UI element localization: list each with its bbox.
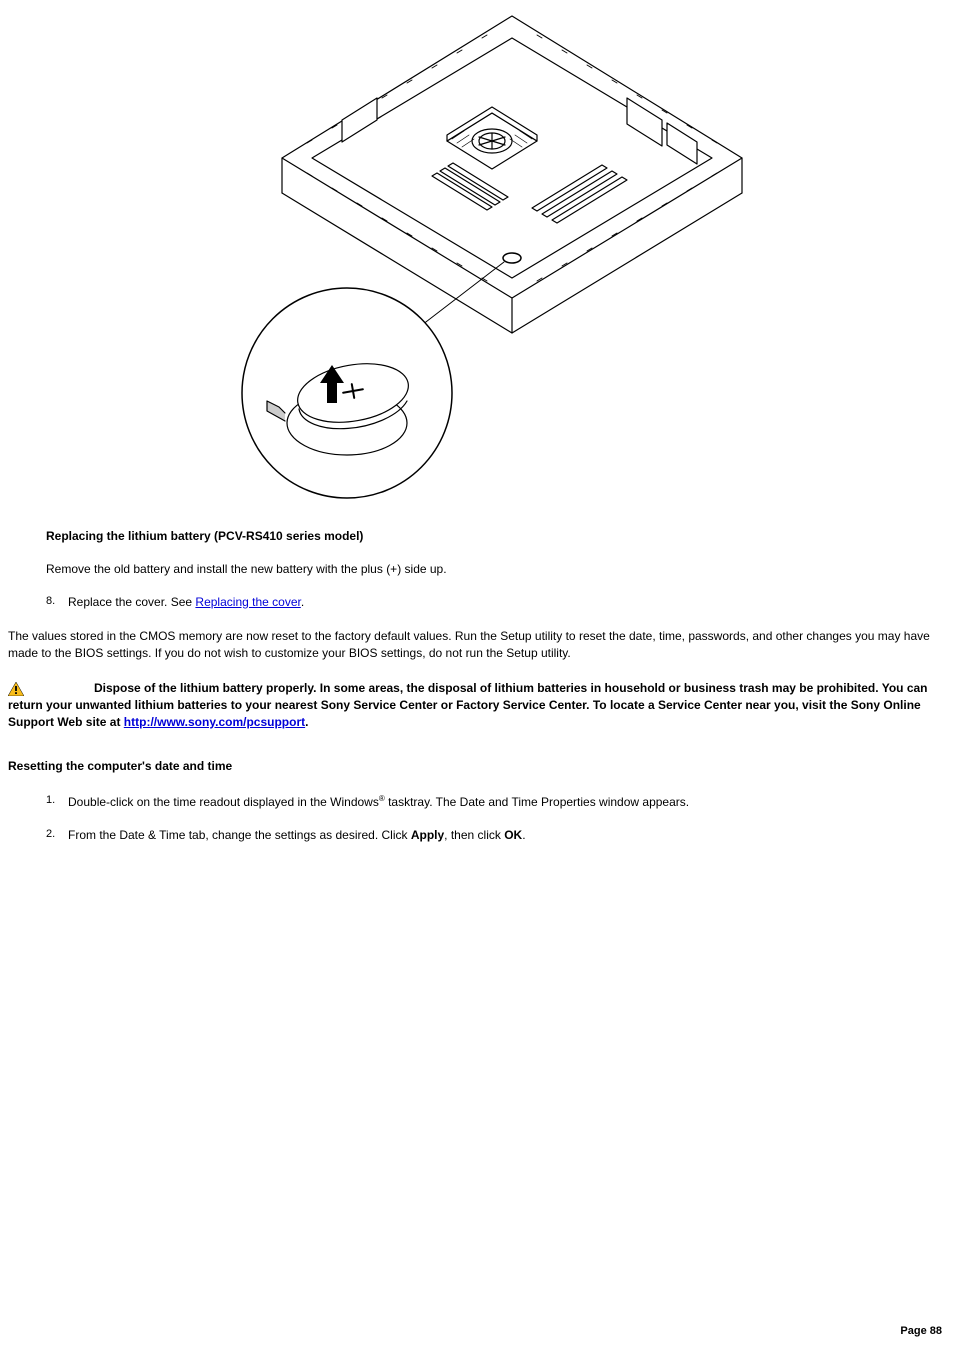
cmos-paragraph: The values stored in the CMOS memory are… (8, 628, 946, 662)
step1-text-b: tasktray. The Date and Time Properties w… (385, 795, 689, 809)
step2-text-a: From the Date & Time tab, change the set… (68, 828, 411, 842)
replacing-cover-link[interactable]: Replacing the cover (195, 595, 300, 609)
apply-label: Apply (411, 828, 444, 842)
step-number: 1. (46, 793, 55, 808)
step1-text-a: Double-click on the time readout display… (68, 795, 379, 809)
step-8: 8. Replace the cover. See Replacing the … (46, 594, 946, 611)
figure-caption: Replacing the lithium battery (PCV-RS410… (46, 528, 946, 545)
figure-instruction: Remove the old battery and install the n… (46, 561, 946, 578)
step-number: 8. (46, 594, 55, 609)
warning-text-after: . (305, 715, 308, 729)
step-text-after: . (301, 595, 304, 609)
page-number: Page 88 (900, 1324, 942, 1339)
section-heading: Resetting the computer's date and time (8, 758, 946, 775)
step-1: 1. Double-click on the time readout disp… (46, 793, 946, 811)
step-2: 2. From the Date & Time tab, change the … (46, 827, 946, 844)
step-number: 2. (46, 827, 55, 842)
step2-text-b: , then click (444, 828, 504, 842)
support-link[interactable]: http://www.sony.com/pcsupport (124, 715, 305, 729)
warning-icon (8, 682, 24, 696)
ok-label: OK (504, 828, 522, 842)
warning-block: Dispose of the lithium battery properly.… (8, 680, 946, 730)
battery-diagram (192, 8, 762, 508)
step-text-before: Replace the cover. See (68, 595, 195, 609)
step2-text-c: . (522, 828, 525, 842)
